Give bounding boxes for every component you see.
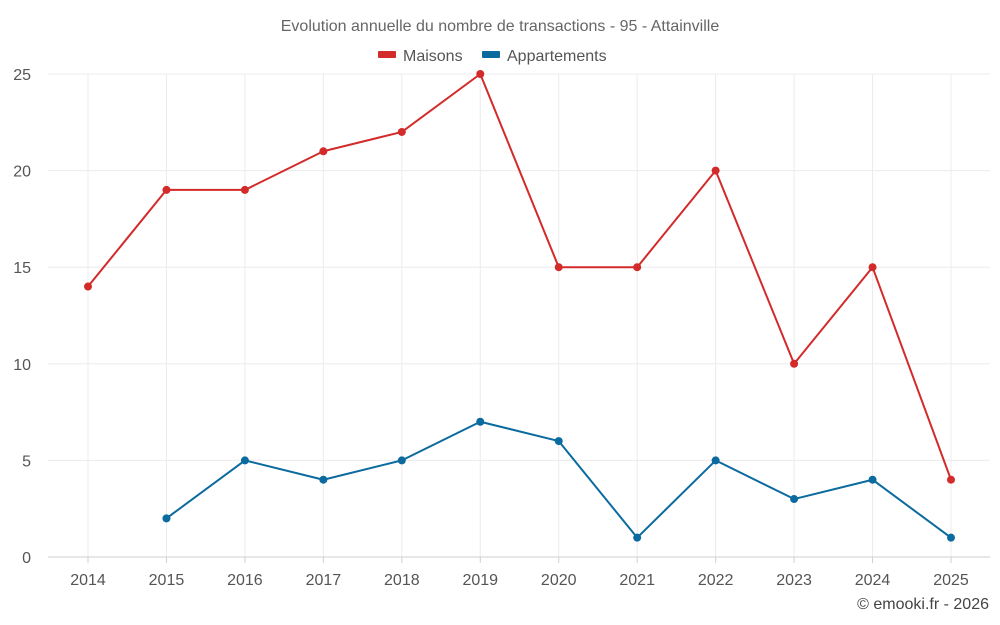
series-line-maisons xyxy=(87,73,952,481)
legend-label-maisons: Maisons xyxy=(403,48,463,65)
y-tick-label: 0 xyxy=(22,550,31,567)
data-point-maisons[interactable]: Maisons 2023: 10 xyxy=(790,359,799,368)
data-point-maisons[interactable]: Maisons 2015: 19 xyxy=(162,185,171,194)
data-point-maisons[interactable]: Maisons 2014: 14 xyxy=(84,282,92,291)
x-tick-label: 2021 xyxy=(619,572,655,589)
legend-swatch-appartements xyxy=(482,51,500,58)
data-point-appartements[interactable]: Appartements 2018: 5 xyxy=(397,456,406,465)
data-point-appartements[interactable]: Appartements 2022: 5 xyxy=(711,456,720,465)
x-tick-label: 2024 xyxy=(855,572,891,589)
y-tick-label: 10 xyxy=(13,357,31,374)
x-tick-label: 2014 xyxy=(70,572,106,589)
x-tick-label: 2019 xyxy=(462,572,498,589)
legend-label-appartements: Appartements xyxy=(507,48,607,65)
y-tick-label: 25 xyxy=(13,67,31,84)
x-tick-label: 2020 xyxy=(541,572,577,589)
y-tick-label: 15 xyxy=(13,260,31,277)
data-point-maisons[interactable]: Maisons 2019: 25 xyxy=(476,70,485,78)
credit-text: © emooki.fr - 2026 xyxy=(857,596,989,613)
data-point-appartements[interactable]: Appartements 2021: 1 xyxy=(633,533,642,542)
y-tick-label: 20 xyxy=(13,164,31,181)
data-point-appartements[interactable]: Appartements 2015: 2 xyxy=(162,514,171,523)
series-appartements: Appartements 2015: 2 Appartements 2016: 5… xyxy=(162,417,955,542)
data-point-maisons[interactable]: Maisons 2022: 20 xyxy=(711,166,720,175)
x-tick-label: 2025 xyxy=(933,572,969,589)
data-point-appartements[interactable]: Appartements 2020: 6 xyxy=(554,437,563,446)
x-tick-label: 2023 xyxy=(776,572,812,589)
x-tick-label: 2015 xyxy=(149,572,185,589)
series-maisons: Maisons 2014: 14 Maisons 2015: 19 Maisons … xyxy=(84,70,955,484)
chart-title: Evolution annuelle du nombre de transact… xyxy=(281,18,720,35)
data-point-appartements[interactable]: Appartements 2023: 3 xyxy=(790,495,799,504)
legend: Maisons Appartements xyxy=(378,48,607,65)
data-point-appartements[interactable]: Appartements 2016: 5 xyxy=(240,456,249,465)
data-point-appartements[interactable]: Appartements 2025: 1 xyxy=(947,533,955,542)
x-tick-label: 2018 xyxy=(384,572,420,589)
data-point-maisons[interactable]: Maisons 2016: 19 xyxy=(240,185,249,194)
data-point-appartements[interactable]: Appartements 2017: 4 xyxy=(319,475,328,484)
data-point-maisons[interactable]: Maisons 2018: 22 xyxy=(397,127,406,136)
data-point-maisons[interactable]: Maisons 2025: 4 xyxy=(947,475,955,484)
legend-item-appartements[interactable]: Appartements xyxy=(482,48,607,65)
x-tick-label: 2017 xyxy=(306,572,342,589)
data-point-maisons[interactable]: Maisons 2017: 21 xyxy=(319,147,328,156)
series: Maisons 2014: 14 Maisons 2015: 19 Maisons … xyxy=(84,70,955,542)
y-tick-label: 5 xyxy=(22,453,31,470)
data-point-maisons[interactable]: Maisons 2021: 15 xyxy=(633,263,642,272)
legend-item-maisons[interactable]: Maisons xyxy=(378,48,463,65)
legend-swatch-maisons xyxy=(378,51,396,58)
gridlines xyxy=(48,73,990,557)
data-point-maisons[interactable]: Maisons 2024: 15 xyxy=(868,263,877,272)
data-point-appartements[interactable]: Appartements 2019: 7 xyxy=(476,417,485,426)
x-tick-label: 2022 xyxy=(698,572,734,589)
x-tick-label: 2016 xyxy=(227,572,263,589)
data-point-appartements[interactable]: Appartements 2024: 4 xyxy=(868,475,877,484)
data-point-maisons[interactable]: Maisons 2020: 15 xyxy=(554,263,563,272)
